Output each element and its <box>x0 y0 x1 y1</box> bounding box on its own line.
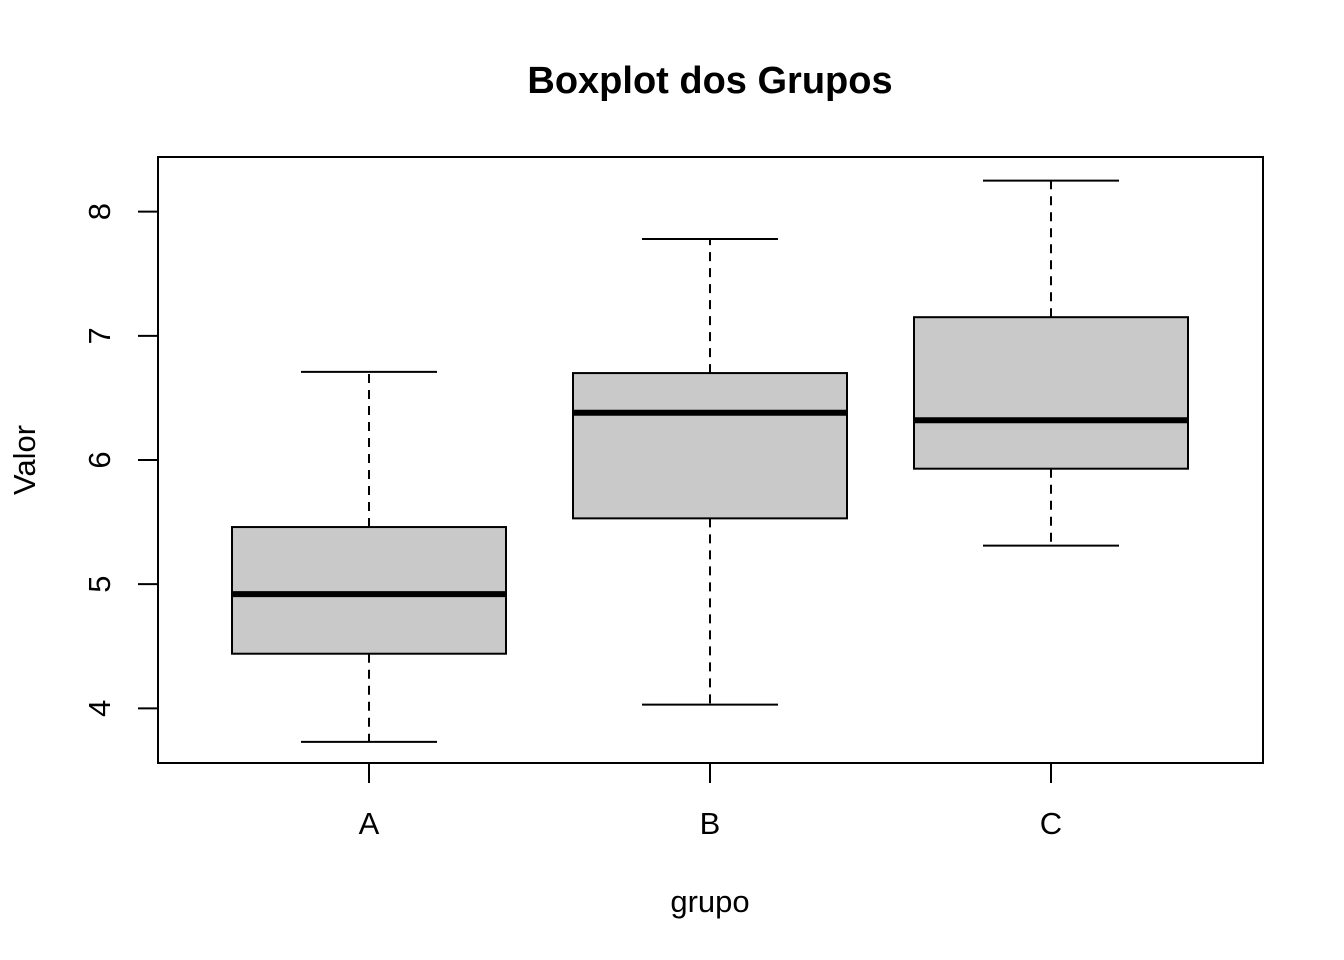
x-tick-label: C <box>1040 806 1062 841</box>
iqr-box <box>231 526 507 655</box>
iqr-box <box>913 316 1189 470</box>
y-tick-label: 6 <box>82 451 117 468</box>
x-axis: A B C <box>359 763 1062 841</box>
y-axis: 4 5 6 7 8 <box>82 203 159 717</box>
x-axis-label: grupo <box>670 884 749 919</box>
y-axis-label: Valor <box>7 425 42 495</box>
chart-title: Boxplot dos Grupos <box>527 60 892 102</box>
boxes-layer <box>231 179 1189 743</box>
box-group-a <box>231 370 507 743</box>
y-tick-label: 7 <box>82 327 117 344</box>
box-group-b <box>572 237 848 706</box>
x-tick-label: B <box>700 806 721 841</box>
x-tick-label: A <box>359 806 380 841</box>
y-tick-label: 4 <box>82 700 117 717</box>
box-group-c <box>913 179 1189 547</box>
iqr-box <box>572 372 848 520</box>
y-tick-label: 8 <box>82 203 117 220</box>
y-tick-label: 5 <box>82 576 117 593</box>
